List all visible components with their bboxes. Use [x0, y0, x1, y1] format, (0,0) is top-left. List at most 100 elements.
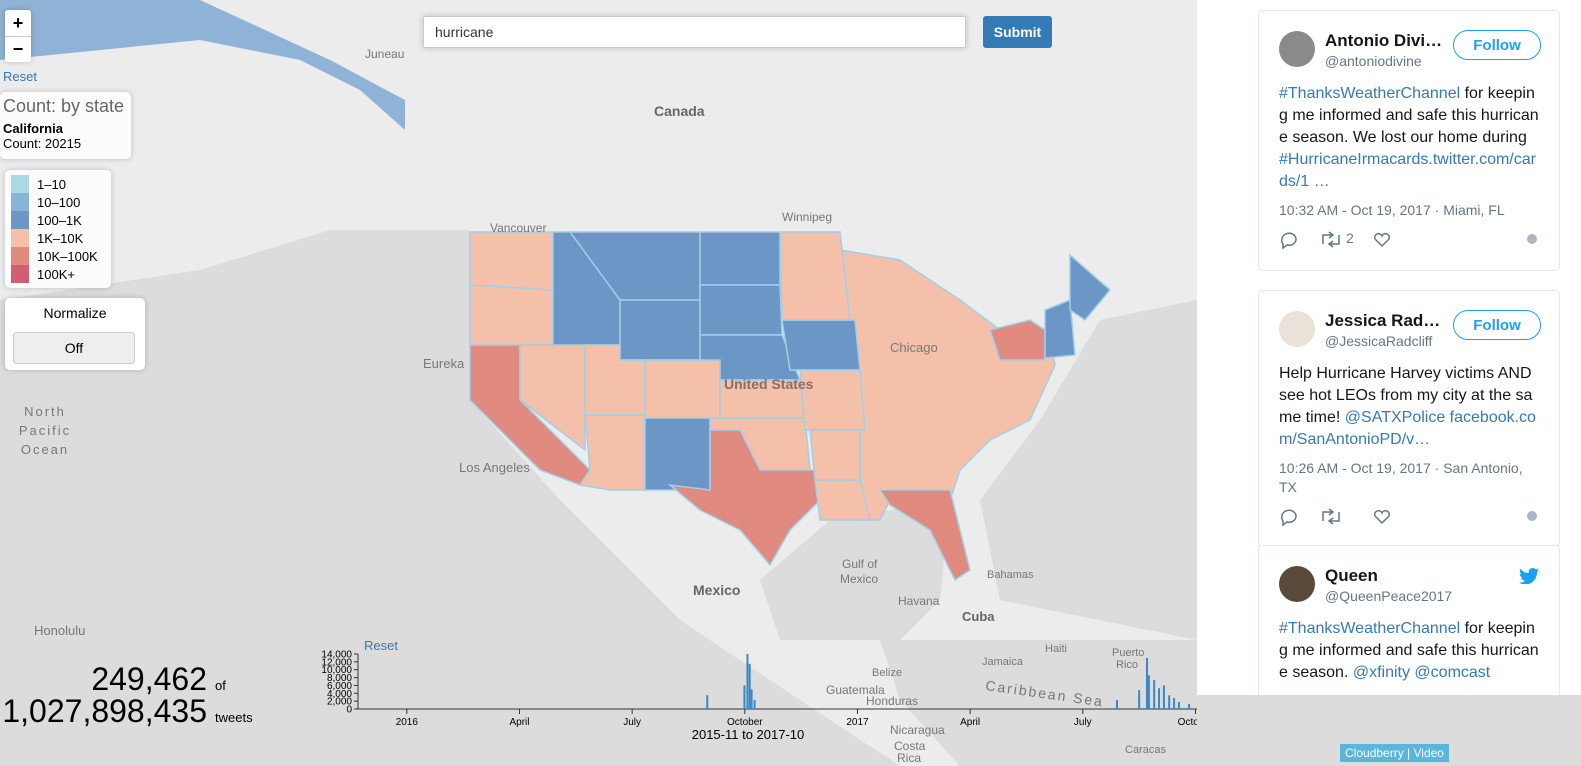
action-icons[interactable] — [1279, 507, 1541, 527]
map-label: Eureka — [423, 356, 465, 371]
reset-link[interactable]: Reset — [3, 69, 37, 84]
tweet-link[interactable]: @SATXPolice — [1344, 409, 1446, 426]
x-tick-label: April — [960, 717, 980, 728]
tweet-link[interactable]: #ThanksWeatherChannel — [1279, 620, 1461, 637]
retweet-icon[interactable] — [1322, 231, 1340, 248]
time-reset[interactable]: Reset — [364, 638, 398, 653]
count-total: 1,027,898,435 — [2, 693, 207, 729]
state — [781, 319, 861, 371]
follow-button[interactable]: Follow — [1453, 30, 1541, 60]
y-tick-label: 10,000 — [321, 665, 352, 676]
y-tick-label: 14,000 — [321, 650, 352, 661]
bar — [748, 663, 751, 709]
map-label: Chicago — [890, 340, 938, 355]
tweet-name: Queen — [1325, 566, 1378, 585]
legend-label: 10–100 — [37, 194, 81, 210]
states — [469, 231, 1112, 582]
map-label: Canada — [654, 103, 705, 119]
tweet-text: #ThanksWeatherChannel for keeping me inf… — [1279, 83, 1539, 193]
like-icon[interactable] — [1373, 232, 1391, 248]
legend-label: 100K+ — [37, 266, 75, 282]
y-tick-label: 6,000 — [327, 681, 352, 692]
map-label: United States — [724, 376, 814, 392]
tweet-handle: @JessicaRadcliff — [1325, 333, 1433, 349]
retweet-icon[interactable] — [1322, 508, 1340, 525]
normalize-toggle[interactable]: Off — [13, 332, 135, 364]
twitter-icon[interactable] — [1519, 568, 1539, 584]
state — [1044, 298, 1076, 359]
tweet-handle: @antoniodivine — [1325, 53, 1422, 69]
map-label: Juneau — [365, 47, 404, 61]
tweet-link[interactable]: @comcast — [1414, 664, 1491, 681]
zoom-in[interactable]: + — [5, 10, 31, 37]
tweet-link[interactable]: facebook.com/SanAntonioPD/v… — [1279, 409, 1536, 448]
tweet-link[interactable]: @xfinity — [1352, 664, 1410, 681]
alaska — [0, 0, 405, 130]
map[interactable]: Juneau Canada Vancouver Winnipeg Eureka … — [0, 0, 1197, 766]
bar — [746, 654, 749, 709]
like-icon[interactable] — [1373, 509, 1391, 525]
x-tick-label: July — [1074, 717, 1092, 728]
tweet-link[interactable]: #ThanksWeatherChannel — [1279, 85, 1461, 102]
tweet-name: Antonio Divi… — [1325, 31, 1443, 50]
map-label: Gulf of — [842, 557, 878, 571]
gulf-of-mexico — [760, 500, 950, 640]
map-label: Bahamas — [987, 569, 1034, 581]
map-label: Puerto — [1112, 647, 1144, 659]
state — [779, 231, 851, 321]
tweet-actions — [1279, 507, 1539, 527]
state — [469, 231, 554, 291]
bar — [1168, 695, 1171, 709]
x-tick-label: October — [727, 717, 763, 728]
bar — [1162, 685, 1165, 709]
tweet-card: Queen @QueenPeace2017 #ThanksWeatherChanne… — [1258, 545, 1560, 695]
retweet-count: 2 — [1346, 230, 1354, 246]
state — [878, 489, 971, 582]
count-number: 249,462 — [91, 661, 207, 697]
legend-item: 10–100 — [11, 193, 105, 211]
legend-label: 1–10 — [37, 176, 66, 192]
follow-button[interactable]: Follow — [1453, 310, 1541, 340]
info-title: Count: by state — [3, 96, 125, 116]
reply-icon[interactable] — [1281, 232, 1297, 250]
zoom-out[interactable]: − — [12, 39, 24, 59]
map-label: Belize — [872, 667, 902, 679]
info-count: Count: 20215 — [3, 136, 82, 151]
x-tick-label: April — [509, 717, 529, 728]
y-tick-label: 8,000 — [327, 673, 352, 684]
tweet-panel: Antonio Divi… @antoniodivine Follow #Thanks… — [1197, 0, 1581, 695]
state — [1069, 253, 1112, 321]
legend-item: 100K+ — [11, 265, 105, 283]
legend: 1–10 10–100 100–1K 1K–10K 10K–100K 100K+ — [5, 170, 111, 288]
map-label: Pacific — [19, 423, 71, 438]
info-icon[interactable] — [1527, 511, 1537, 521]
reply-icon[interactable] — [1281, 509, 1297, 527]
info-state: California — [3, 121, 63, 136]
state — [619, 299, 701, 361]
bar — [1177, 701, 1180, 709]
legend-swatch — [11, 229, 29, 247]
tweet-text: Help Hurricane Harvey victims AND see ho… — [1279, 363, 1539, 451]
twitter-bird — [1519, 568, 1539, 584]
map-label: Costa — [894, 739, 926, 753]
normalize-box: Normalize Off — [5, 298, 145, 370]
tweet-name: Jessica Rad… — [1325, 311, 1441, 330]
legend-swatch — [11, 175, 29, 193]
footer-link[interactable]: Cloudberry | Video — [1340, 744, 1449, 762]
legend-swatch — [11, 265, 29, 283]
info-icon[interactable] — [1527, 234, 1537, 244]
tweet-time: 10:26 AM - Oct 19, 2017 · San Antonio, T… — [1279, 460, 1523, 495]
action-icons[interactable] — [1279, 230, 1541, 250]
tweet-link[interactable]: #HurricaneIrmacards.twitter.com/cards/1 … — [1279, 151, 1536, 190]
map-label: Nicaragua — [890, 723, 945, 737]
search-input[interactable]: hurricane — [423, 16, 966, 48]
count-of: of — [215, 678, 226, 693]
bar — [1158, 688, 1161, 709]
tweet-text-part: for keeping me informed and safe this hu… — [1279, 620, 1539, 681]
tweet-card: Antonio Divi… @antoniodivine Follow #Thanks… — [1258, 10, 1560, 271]
submit-button[interactable]: Submit — [983, 16, 1052, 48]
legend-item: 1K–10K — [11, 229, 105, 247]
state — [644, 359, 721, 419]
map-label: Haiti — [1045, 643, 1067, 655]
